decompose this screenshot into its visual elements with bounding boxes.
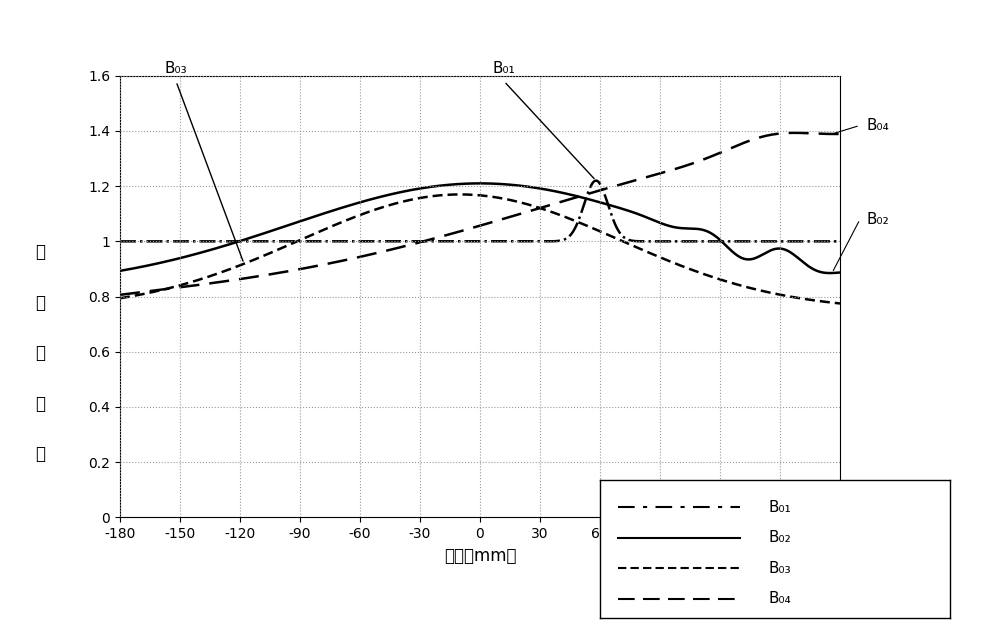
Text: 束: 束 <box>35 345 45 362</box>
X-axis label: 位置（mm）: 位置（mm） <box>444 546 516 565</box>
Text: B₀₃: B₀₃ <box>165 61 187 76</box>
Text: B₀₄: B₀₄ <box>866 118 889 133</box>
Text: 度: 度 <box>35 445 45 463</box>
Text: B₀₃: B₀₃ <box>768 561 791 576</box>
Text: B₀₁: B₀₁ <box>768 500 791 515</box>
Text: 子: 子 <box>35 294 45 312</box>
Text: 離: 離 <box>35 244 45 261</box>
Text: B₀₂: B₀₂ <box>866 212 889 227</box>
Text: B₀₂: B₀₂ <box>768 531 791 545</box>
Text: B₀₄: B₀₄ <box>768 591 791 606</box>
Text: B₀₁: B₀₁ <box>493 61 515 76</box>
Text: 濃: 濃 <box>35 395 45 413</box>
